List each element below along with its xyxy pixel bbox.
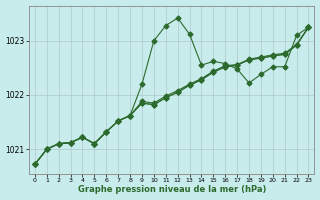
X-axis label: Graphe pression niveau de la mer (hPa): Graphe pression niveau de la mer (hPa) <box>77 185 266 194</box>
